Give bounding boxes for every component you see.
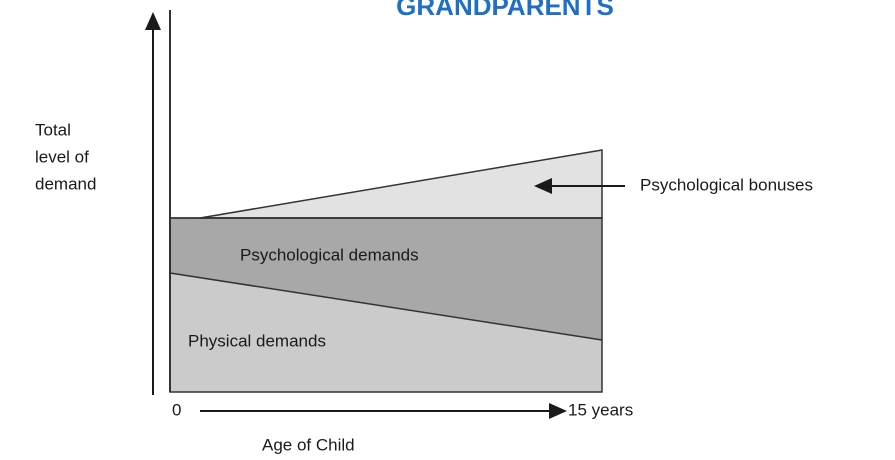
boundary-line: [169, 272, 603, 341]
region-label: Psychological demands: [240, 245, 419, 264]
y-axis-label: demand: [35, 174, 96, 193]
x-axis-end: 15 years: [568, 400, 633, 419]
region-label: Physical demands: [188, 331, 326, 350]
region-label: Psychological bonuses: [640, 175, 813, 194]
physical-demands-area: [170, 273, 602, 392]
x-axis-label: Age of Child: [262, 435, 355, 454]
bonuses-area: [199, 149, 603, 219]
x-axis-start: 0: [172, 400, 181, 419]
y-axis-label: level of: [35, 147, 89, 166]
y-axis-label: Total: [35, 120, 71, 139]
title: GRANDPARENTS: [396, 0, 614, 21]
